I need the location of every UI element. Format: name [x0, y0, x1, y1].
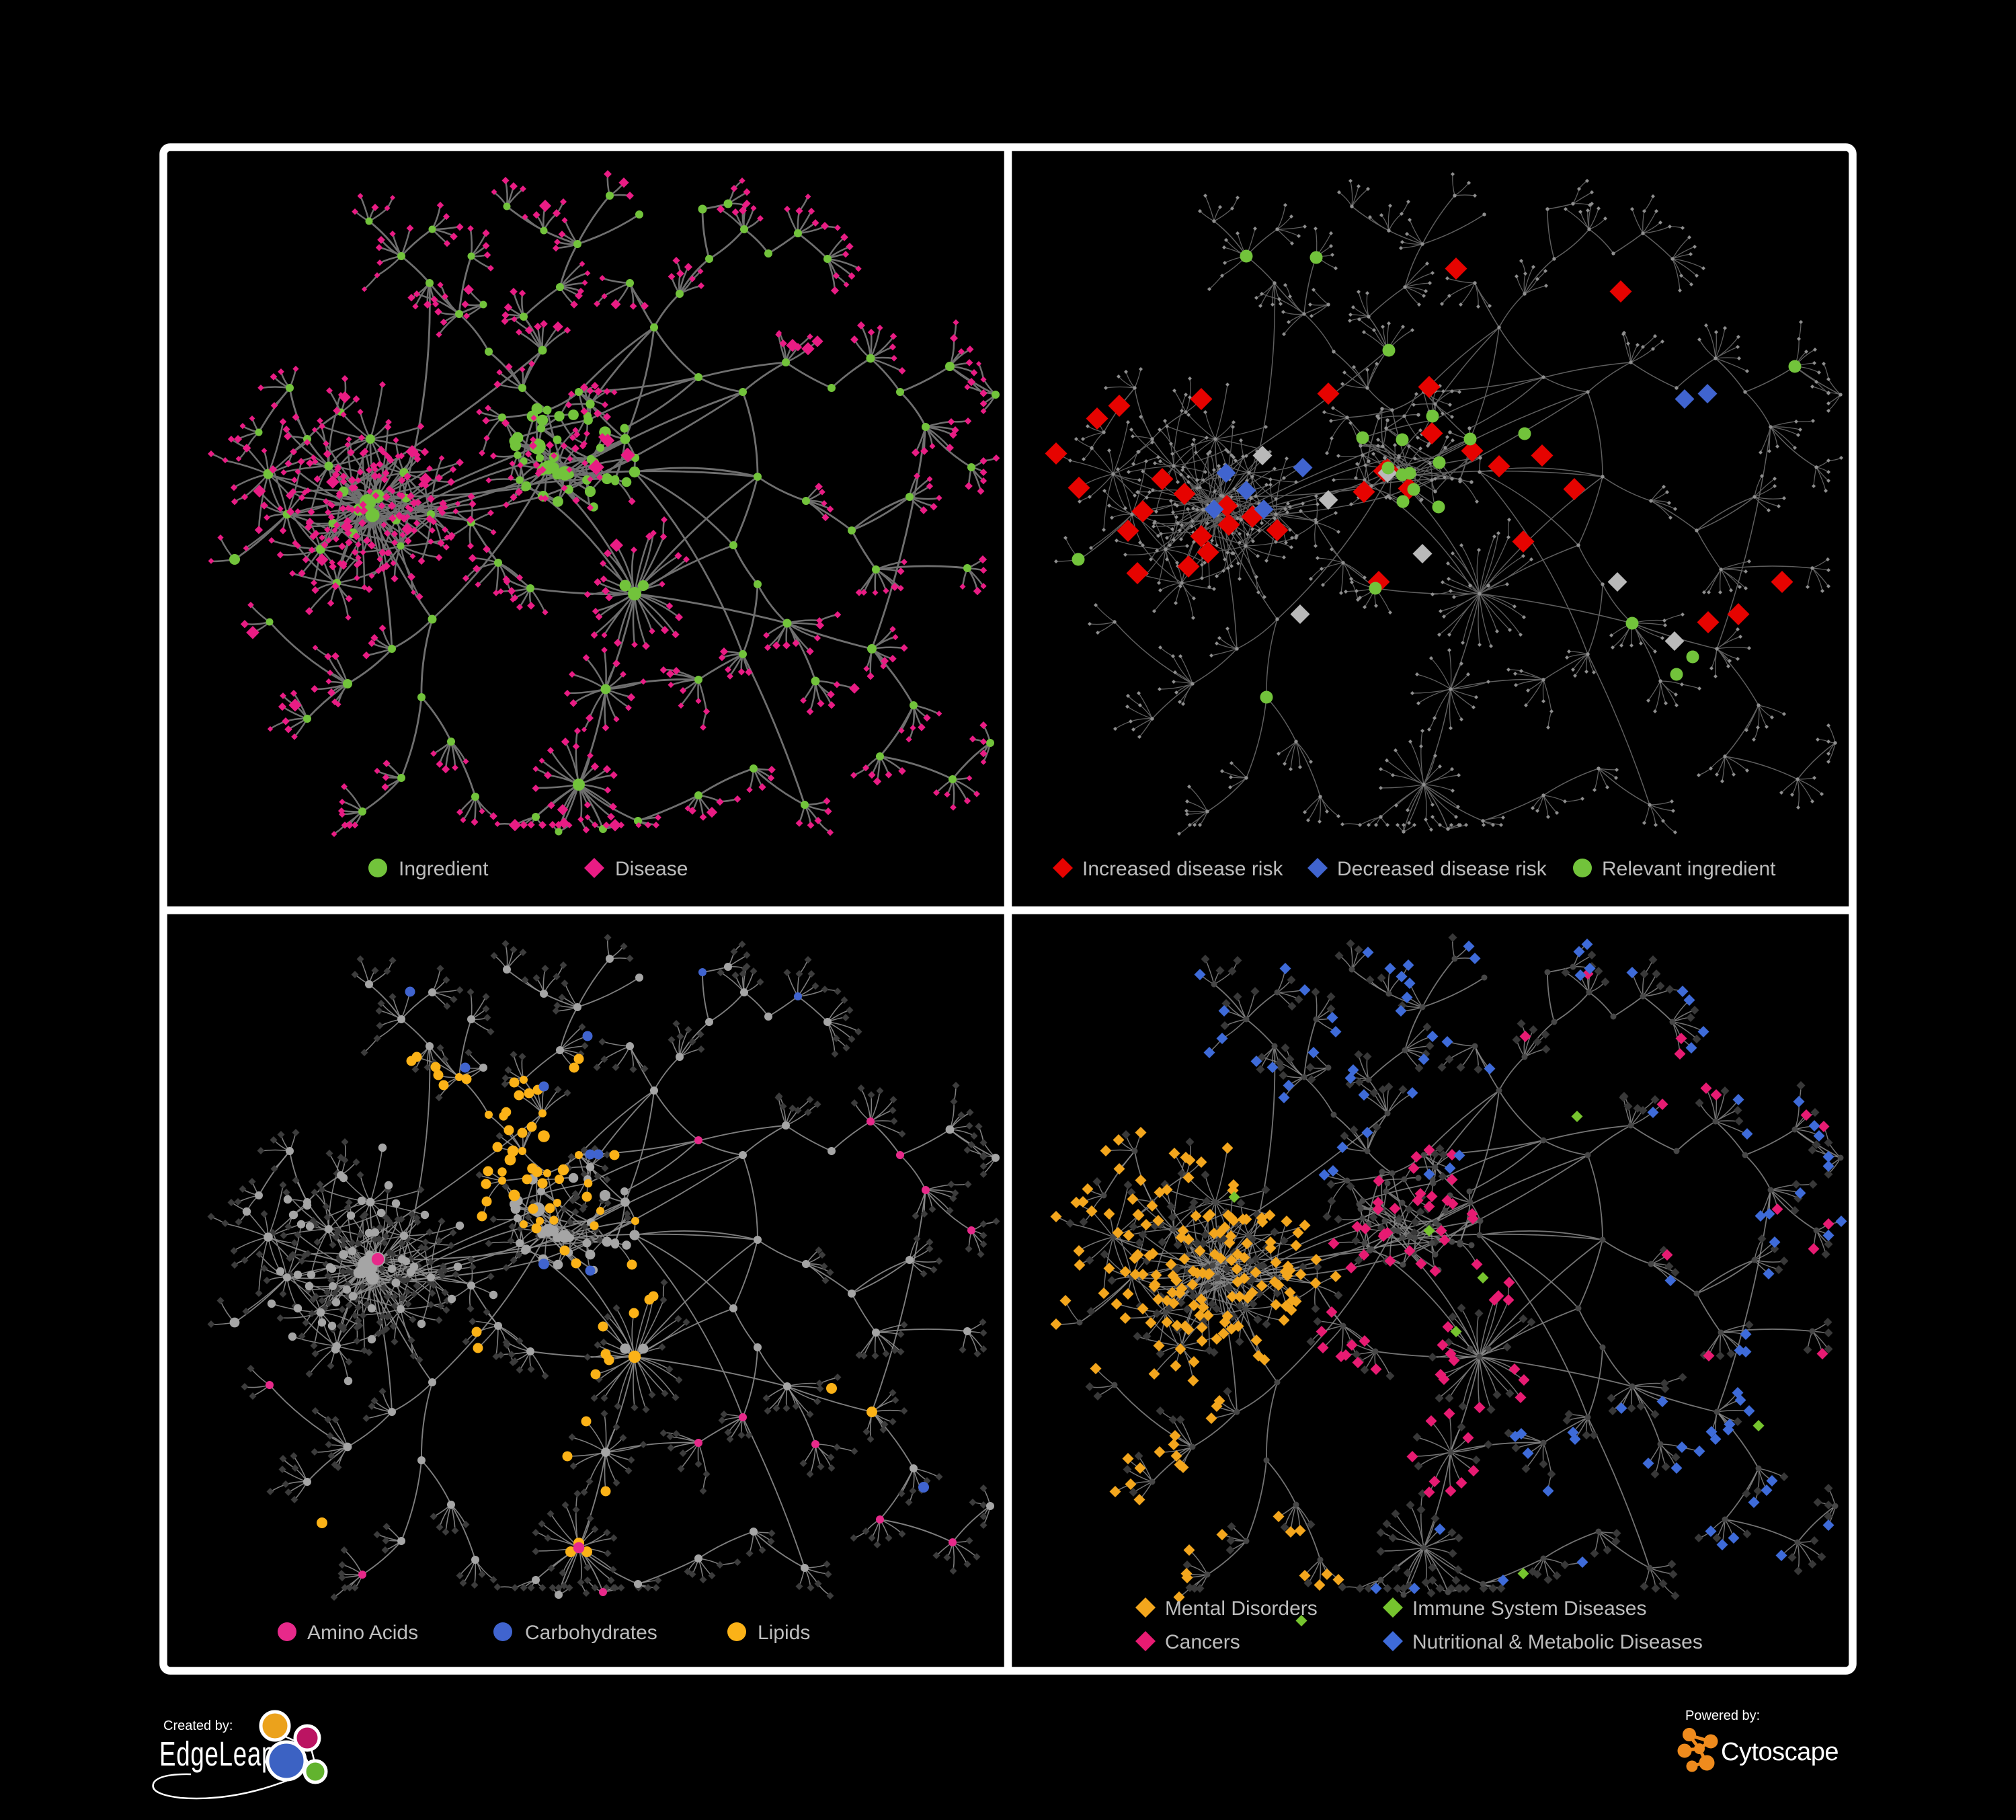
- svg-text:Increased disease risk: Increased disease risk: [1082, 858, 1283, 880]
- svg-text:Powered by:: Powered by:: [1685, 1708, 1760, 1723]
- svg-text:Relevant ingredient: Relevant ingredient: [1602, 858, 1776, 880]
- svg-text:EdgeLeap: EdgeLeap: [159, 1735, 276, 1773]
- svg-text:Cytoscape: Cytoscape: [1721, 1738, 1839, 1766]
- svg-text:Disease: Disease: [615, 858, 688, 880]
- svg-text:Nutritional & Metabolic Diseas: Nutritional & Metabolic Diseases: [1412, 1631, 1703, 1653]
- svg-text:Mental Disorders: Mental Disorders: [1165, 1597, 1318, 1620]
- svg-text:Created by:: Created by:: [163, 1718, 233, 1733]
- svg-text:Amino Acids: Amino Acids: [307, 1622, 418, 1644]
- svg-text:Lipids: Lipids: [758, 1622, 810, 1644]
- svg-text:Immune System Diseases: Immune System Diseases: [1412, 1597, 1646, 1620]
- svg-text:Ingredient: Ingredient: [399, 858, 489, 880]
- svg-text:Decreased disease risk: Decreased disease risk: [1337, 858, 1547, 880]
- svg-text:Carbohydrates: Carbohydrates: [525, 1622, 657, 1644]
- svg-text:Cancers: Cancers: [1165, 1631, 1240, 1653]
